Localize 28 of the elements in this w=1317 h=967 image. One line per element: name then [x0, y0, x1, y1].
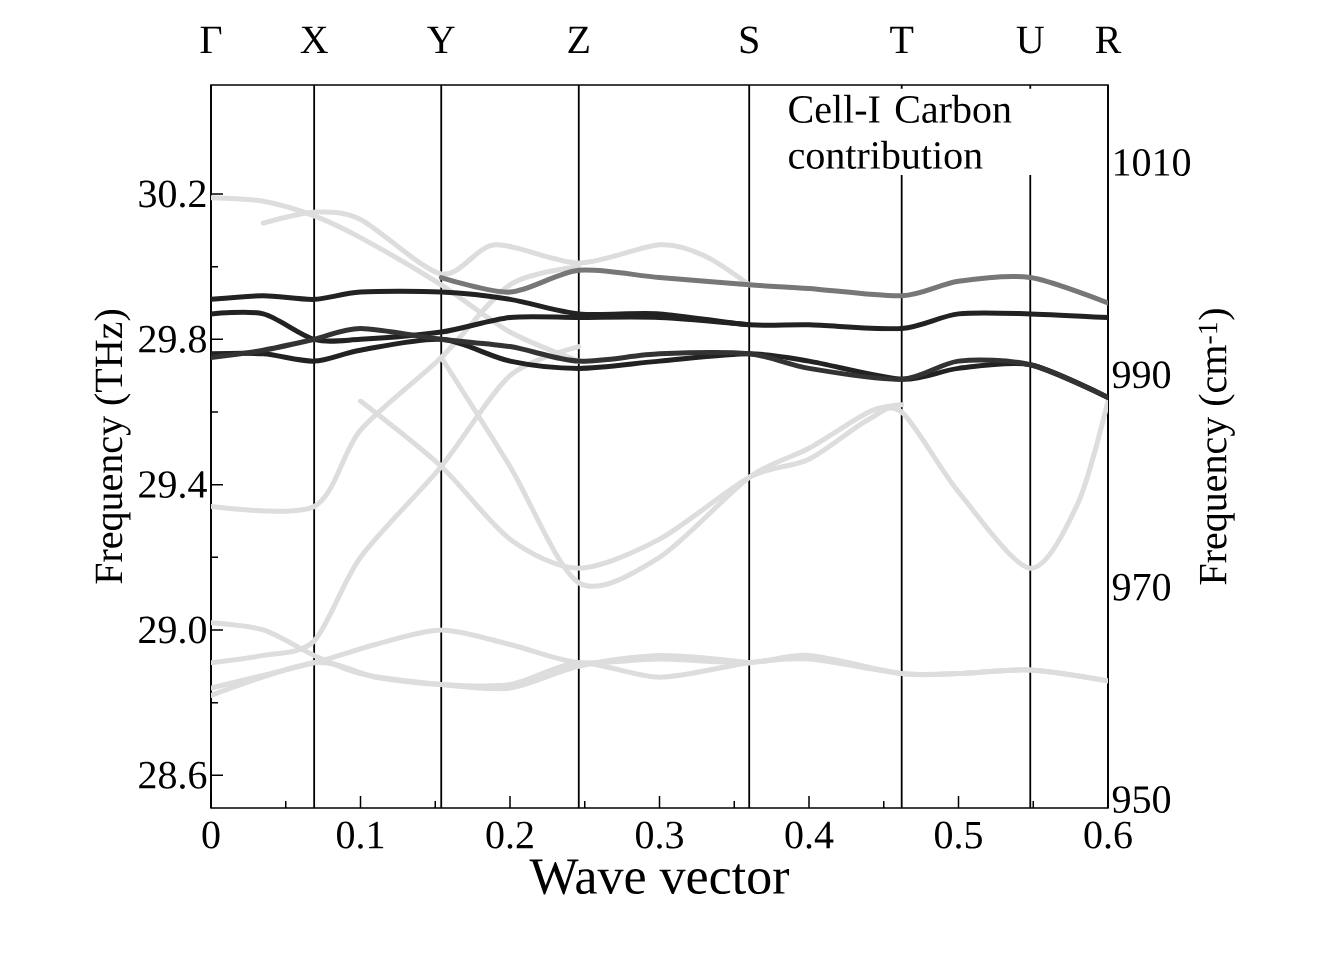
ref-line-label: X [300, 26, 328, 53]
x-axis-title: Wave vector [529, 859, 790, 895]
y-tick-label: 29.8 [139, 325, 206, 353]
x-tick-label: 0.3 [636, 821, 683, 849]
y2-tick-label: 1010 [1115, 149, 1191, 176]
x-tick-label: 0.1 [337, 821, 384, 849]
annotation: Cell-I Carbon contribution [789, 94, 1012, 169]
ref-line-label: U [1016, 26, 1044, 54]
y2-tick-label: 970 [1112, 573, 1171, 601]
y-tick-label: 28.6 [139, 761, 207, 789]
y-tick-label: 29.0 [139, 616, 206, 644]
ref-line-label: R [1095, 26, 1122, 53]
x-tick-label: 0.4 [785, 821, 834, 849]
ref-line-label: Γ [200, 26, 222, 53]
y2-tick-label: 950 [1112, 786, 1171, 813]
ref-line-label: S [740, 26, 758, 54]
x-tick-label: 0.6 [1084, 821, 1132, 849]
y-axis-title: Frequency (THz) [94, 310, 131, 584]
x-tick-label: 0.2 [486, 821, 533, 849]
ref-line-label: T [890, 26, 914, 53]
y2-axis-title: Frequency (cm$^{-1}$) [1198, 309, 1235, 585]
x-tick-label: 0.5 [935, 821, 982, 849]
ref-line-label: Z [568, 26, 589, 53]
ref-line-label: Y [427, 26, 455, 53]
y2-tick-label: 990 [1112, 361, 1171, 389]
y-tick-label: 29.4 [139, 471, 207, 499]
x-tick-label: 0 [202, 821, 220, 849]
y-tick-label: 30.2 [139, 180, 206, 208]
